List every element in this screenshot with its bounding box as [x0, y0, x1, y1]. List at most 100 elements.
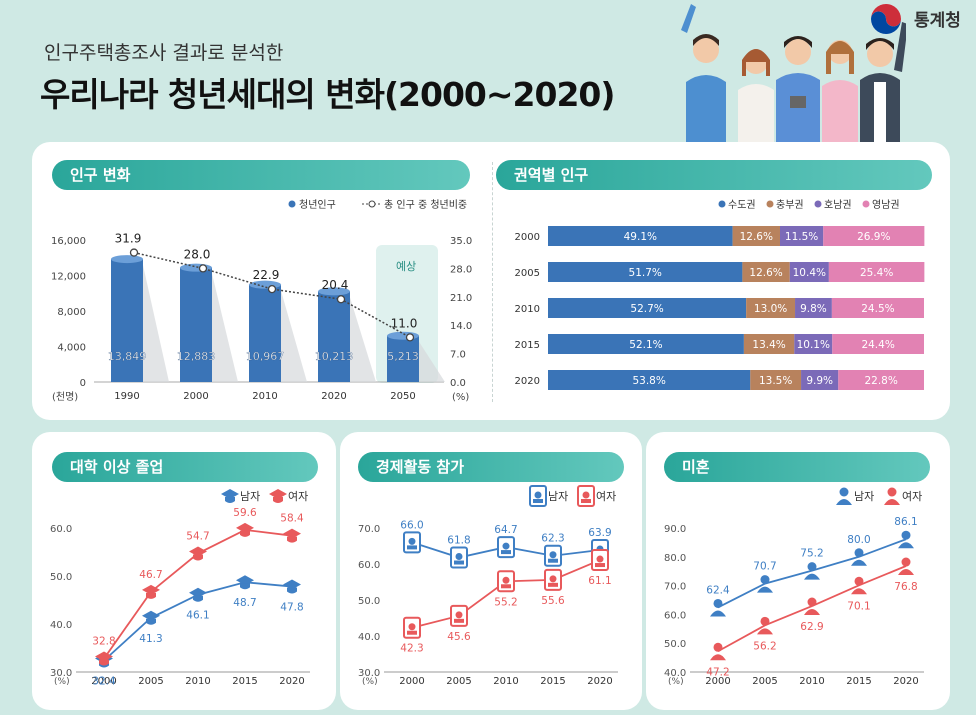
y-tick-label: 40.0	[358, 632, 380, 643]
person-icon	[901, 557, 911, 567]
person-body	[757, 628, 773, 635]
population-value-label: 13,849	[108, 350, 147, 363]
right-axis-unit: (%)	[452, 392, 469, 403]
y-tick-label: 60.0	[358, 560, 380, 571]
id-badge-head	[455, 611, 463, 619]
x-tick-label: 2020	[279, 676, 304, 687]
line-legend: 남자 여자	[836, 487, 922, 505]
series-marker	[710, 598, 726, 617]
college-chart: 남자 여자 60.0 50.0 40.0 30.0(%) 2000 2005 2010 2015 2…	[50, 489, 310, 687]
cap-base	[240, 583, 250, 590]
region-segment	[795, 298, 832, 318]
region-legend-marker	[862, 200, 870, 208]
person-icon	[901, 530, 911, 540]
id-badge-head	[534, 491, 542, 499]
person-4	[822, 40, 858, 142]
population-value-label: 10,213	[315, 350, 354, 363]
x-tick-label: 2005	[752, 676, 777, 687]
panel-title-economic: 경제활동 참가	[358, 452, 624, 482]
share-point	[129, 248, 139, 257]
id-badge-body	[501, 584, 511, 589]
page-subtitle: 인구주택총조사 결과로 분석한	[44, 42, 284, 64]
y-tick-label: 80.0	[664, 553, 686, 564]
id-badge-head	[408, 623, 416, 631]
region-legend-label: 호남권	[824, 199, 852, 211]
cap-base	[273, 497, 283, 503]
cap-icon	[142, 584, 160, 595]
share-point	[336, 295, 346, 304]
region-value-label: 9.8%	[800, 303, 827, 315]
person-icon	[887, 487, 897, 497]
y-tick-label: 60.0	[664, 610, 686, 621]
region-segment	[548, 226, 733, 246]
series-value-label: 56.2	[753, 640, 776, 652]
left-tick-label: 4,000	[57, 343, 86, 354]
series-marker	[497, 536, 515, 559]
region-year-label: 2000	[515, 232, 540, 243]
x-tick-label: 1990	[114, 391, 139, 402]
cap-icon	[269, 489, 287, 499]
line-legend: 남자 여자	[529, 485, 616, 507]
series-marker	[403, 616, 421, 639]
legend-bar-marker	[288, 200, 296, 208]
region-bars: 2000 49.1% 12.6% 11.5% 26.9% 2005 51.7% 12.6% 10…	[515, 226, 925, 390]
series-marker	[283, 579, 301, 594]
taegeuk-icon	[871, 4, 901, 34]
series-marker	[142, 584, 160, 599]
cap-base	[146, 592, 156, 599]
economic-chart: 남자 여자 70.0 60.0 50.0 40.0 30.0(%) 2000 2005 2010 2…	[358, 485, 618, 687]
id-badge-head	[549, 575, 557, 583]
right-tick-label: 28.0	[450, 264, 472, 275]
x-tick-label: 2005	[446, 676, 471, 687]
share-point	[267, 284, 277, 294]
forecast-label: 예상	[396, 260, 416, 273]
series-value-label: 66.0	[400, 519, 423, 531]
region-value-label: 9.9%	[806, 375, 833, 387]
person-body	[710, 610, 726, 617]
cap-icon	[189, 587, 207, 598]
region-legend-marker	[766, 200, 774, 208]
top-divider	[492, 162, 493, 402]
series-marker	[710, 642, 726, 661]
person-body	[898, 569, 914, 576]
legend-female-icon	[269, 489, 287, 503]
share-value-label: 31.9	[115, 232, 142, 246]
page-title: 우리나라 청년세대의 변화(2000~2020)	[40, 75, 615, 114]
y-tick-label: 50.0	[50, 572, 72, 583]
line-legend-label: 남자	[548, 490, 568, 503]
y-tick-label: 90.0	[664, 524, 686, 535]
series-value-label: 48.7	[233, 597, 256, 609]
line-legend-label: 남자	[240, 490, 260, 503]
person-icon	[807, 562, 817, 572]
series-value-label: 76.8	[894, 581, 917, 593]
bar-cap	[387, 331, 419, 340]
person-icon	[760, 616, 770, 626]
person-icon	[839, 487, 849, 497]
x-tick-label: 2010	[799, 676, 824, 687]
series-marker	[591, 549, 609, 572]
left-tick-label: 16,000	[51, 236, 86, 247]
population-bar	[111, 259, 143, 382]
region-year-label: 2020	[515, 376, 540, 387]
region-value-label: 25.4%	[860, 267, 893, 279]
id-badge-body	[407, 545, 417, 550]
cap-icon	[221, 489, 239, 499]
share-point	[405, 333, 415, 342]
cap-base	[225, 497, 235, 503]
id-badge-head	[408, 537, 416, 545]
series-value-label: 59.6	[233, 507, 257, 519]
person-2	[738, 49, 774, 142]
legend-male-icon	[221, 489, 239, 503]
series-marker	[142, 610, 160, 625]
person-icon	[807, 597, 817, 607]
series-value-label: 70.7	[753, 561, 776, 573]
series-marker	[450, 604, 468, 627]
region-segment	[838, 370, 924, 390]
right-tick-label: 35.0	[450, 236, 472, 247]
share-value-label: 11.0	[391, 316, 418, 330]
legend-line-dot	[368, 200, 376, 208]
x-tick-label: 2010	[493, 676, 518, 687]
person-body	[851, 559, 867, 566]
region-segment	[831, 298, 924, 318]
population-value-label: 5,213	[387, 350, 419, 363]
